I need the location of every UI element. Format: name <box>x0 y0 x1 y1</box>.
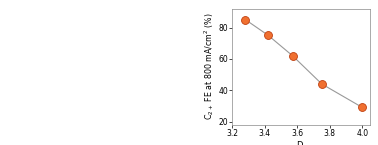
Point <box>242 19 248 21</box>
Y-axis label: C$_{2+}$ FE at 800 mA/cm$^2$ (%): C$_{2+}$ FE at 800 mA/cm$^2$ (%) <box>202 13 216 120</box>
Point <box>319 83 325 85</box>
Point <box>359 106 366 109</box>
Point <box>265 34 271 37</box>
Point <box>290 55 296 57</box>
X-axis label: D$_s$: D$_s$ <box>296 139 307 145</box>
